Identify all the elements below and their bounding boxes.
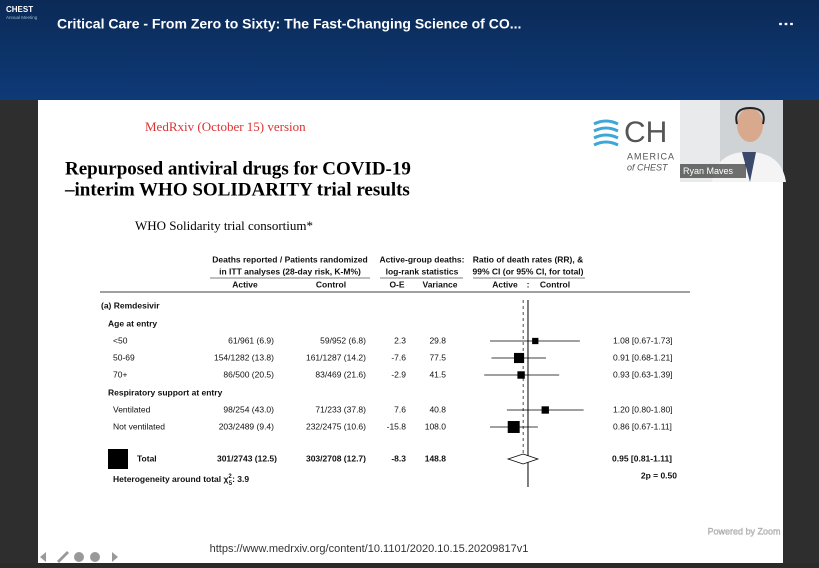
slide-note: MedRxiv (October 15) version — [145, 119, 306, 134]
cell: 232/2475 (10.6) — [306, 421, 366, 431]
column-header: Deaths reported / Patients randomized — [212, 254, 367, 264]
group-label: Respiratory support at entry — [108, 387, 223, 397]
column-header: Active-group deaths: — [379, 254, 464, 264]
cell: -15.8 — [387, 421, 407, 431]
side-right — [783, 100, 819, 563]
heterogeneity-part: Heterogeneity around total χ — [113, 474, 229, 484]
rr-square — [541, 406, 549, 414]
cell: 41.5 — [429, 369, 446, 379]
logo-text: of CHEST — [627, 162, 669, 172]
column-header: Active — [492, 279, 518, 289]
cell: -7.6 — [391, 352, 406, 362]
column-header: 99% CI (or 95% CI, for total) — [473, 266, 584, 276]
logo-mark: CH — [624, 116, 667, 149]
cell: 154/1282 (13.8) — [214, 352, 274, 362]
zoom-button[interactable] — [74, 552, 84, 562]
cell: 2.3 — [394, 335, 406, 345]
cell: 303/2708 (12.7) — [306, 453, 366, 463]
rr-ci: 0.91 [0.68-1.21] — [613, 352, 673, 362]
cell: 83/469 (21.6) — [315, 369, 366, 379]
column-header: Control — [540, 279, 570, 289]
rr-ci: 1.20 [0.80-1.80] — [613, 404, 673, 414]
cell: 59/952 (6.8) — [320, 335, 366, 345]
powered-by: Powered by Zoom — [707, 526, 780, 536]
more-button[interactable] — [90, 552, 100, 562]
column-header: Variance — [423, 279, 458, 289]
heterogeneity-part: 5 — [229, 481, 233, 487]
cell: 29.8 — [429, 335, 446, 345]
cell: 86/500 (20.5) — [223, 369, 274, 379]
cell: 203/2489 (9.4) — [219, 421, 274, 431]
rr-square — [517, 371, 525, 379]
cell: 301/2743 (12.5) — [217, 453, 277, 463]
column-header: Active — [232, 279, 258, 289]
cell: -2.9 — [391, 369, 406, 379]
video-tile: Ryan Maves — [680, 100, 786, 182]
heterogeneity-part: : 3.9 — [232, 474, 249, 484]
cell: 98/254 (43.0) — [223, 404, 274, 414]
row-label: 70+ — [113, 369, 127, 379]
participant-name: Ryan Maves — [683, 166, 734, 176]
column-header: : — [527, 279, 530, 289]
slide — [38, 100, 783, 563]
next-button[interactable] — [112, 552, 118, 562]
column-header: O-E — [389, 279, 404, 289]
menu-button[interactable]: ⋮ — [777, 16, 794, 32]
cell: 161/1287 (14.2) — [306, 352, 366, 362]
row-label: Total — [137, 453, 157, 463]
rr-ci: 1.08 [0.67-1.73] — [613, 335, 673, 345]
pen-button[interactable] — [57, 551, 69, 563]
rr-ci: 0.93 [0.63-1.39] — [613, 369, 673, 379]
slide-author: WHO Solidarity trial consortium* — [135, 218, 313, 233]
session-title: Critical Care - From Zero to Sixty: The … — [57, 16, 521, 32]
rr-square — [532, 337, 539, 345]
cell: 61/961 (6.9) — [228, 335, 274, 345]
cell: 108.0 — [425, 421, 447, 431]
logo: CHEST — [6, 5, 33, 14]
forest-table: Deaths reported / Patients randomized in … — [100, 254, 690, 487]
slide-toolbar — [40, 551, 118, 563]
cell: -8.3 — [391, 453, 406, 463]
total-key — [108, 449, 128, 469]
rr-ci: 0.95 [0.81-1.11] — [612, 453, 672, 463]
heterogeneity: Heterogeneity around total χ2 5: 3.9 — [113, 474, 249, 487]
total-diamond — [506, 453, 540, 465]
logo-text: AMERICA — [627, 151, 675, 161]
row-label: <50 — [113, 335, 128, 345]
column-header: Ratio of death rates (RR), & — [473, 254, 584, 264]
cell: 148.8 — [425, 453, 447, 463]
org-logo: CH AMERICA of CHEST — [593, 116, 675, 172]
slide-title: Repurposed antiviral drugs for COVID-19 — [65, 158, 411, 179]
column-header: in ITT analyses (28-day risk, K-M%) — [219, 266, 361, 276]
cell: 7.6 — [394, 404, 406, 414]
section-label: (a) Remdesivir — [101, 300, 160, 310]
rr-ci: 0.86 [0.67-1.11] — [613, 421, 672, 431]
cell: 77.5 — [429, 352, 446, 362]
cell: 71/233 (37.8) — [315, 404, 366, 414]
row-label: Ventilated — [113, 404, 151, 414]
cell: 40.8 — [429, 404, 446, 414]
side-left — [0, 100, 38, 563]
slide-url: https://www.medrxiv.org/content/10.1101/… — [210, 543, 529, 555]
p-value: 2p = 0.50 — [641, 470, 677, 480]
top-bar — [0, 0, 819, 100]
rr-square — [507, 421, 520, 433]
row-label: Not ventilated — [113, 421, 165, 431]
prev-button[interactable] — [40, 552, 46, 562]
group-label: Age at entry — [108, 318, 157, 328]
column-header: Control — [316, 279, 346, 289]
logo-sub: Annual Meeting — [6, 15, 38, 20]
heterogeneity-part: 2 — [228, 474, 232, 480]
row-label: 50-69 — [113, 352, 135, 362]
slide-title: –interim WHO SOLIDARITY trial results — [64, 179, 410, 200]
rr-square — [513, 352, 525, 364]
column-header: log-rank statistics — [386, 266, 459, 276]
